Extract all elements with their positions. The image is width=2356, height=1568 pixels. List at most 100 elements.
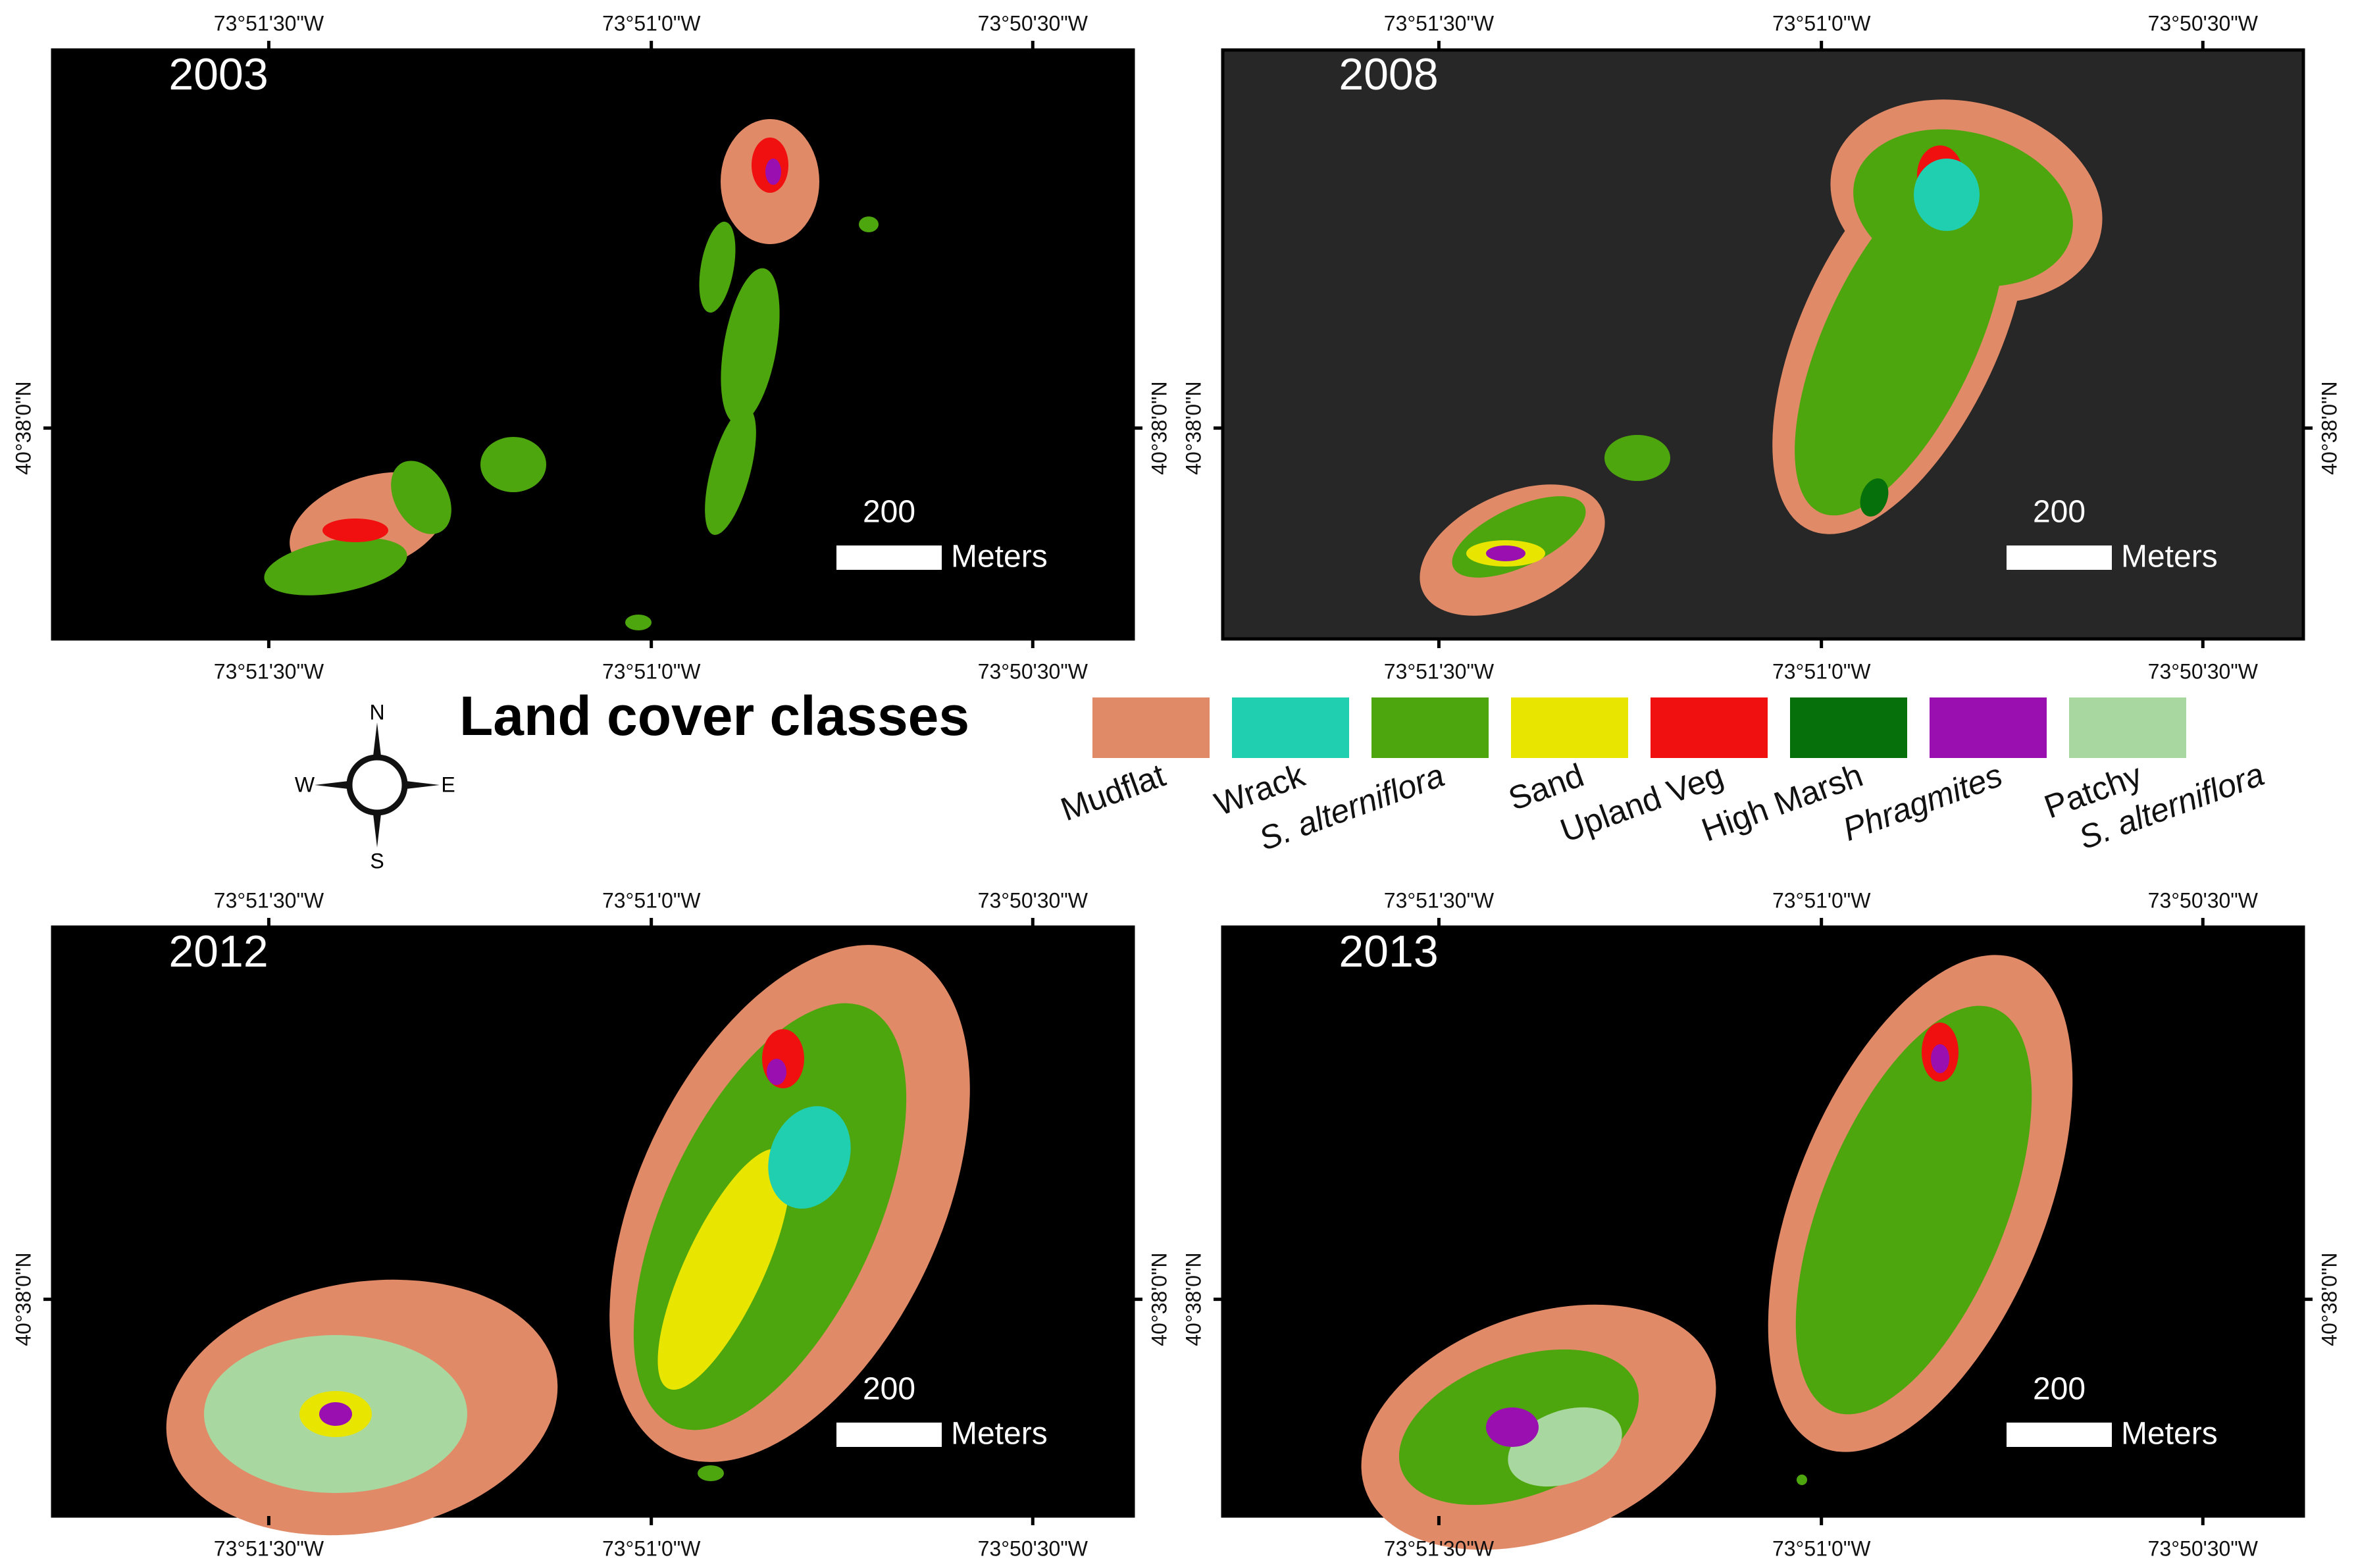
latitude-label: 40°38'0"N (2317, 1252, 2341, 1346)
scale-label: 200 (2033, 1372, 2086, 1407)
longitude-label: 73°51'0"W (602, 1536, 701, 1560)
land-cover-patch (1604, 435, 1670, 481)
legend-swatch (2069, 697, 2186, 758)
legend-label: Mudflat (1056, 757, 1170, 828)
land-cover-patch (1795, 1005, 2032, 1415)
legend-swatch (1511, 697, 1628, 758)
map-panel: 2003 200 Meters 73°51'30"W 73°51'30"W 73°51'0… (11, 11, 1171, 683)
scale-unit: Meters (951, 540, 1048, 574)
longitude-label: 73°51'30"W (214, 1536, 324, 1560)
longitude-label: 73°51'30"W (214, 888, 324, 912)
scale-label: 200 (2033, 495, 2086, 530)
longitude-label: 73°51'0"W (1772, 1536, 1871, 1560)
year-label: 2003 (168, 49, 268, 99)
map-panel: 2013 200 Meters 73°51'30"W 73°51'30"W 73°51'0… (1181, 888, 2341, 1560)
compass-s: S (370, 849, 384, 873)
longitude-label: 73°50'30"W (978, 11, 1088, 35)
legend-label: Phragmites (1838, 757, 2007, 848)
longitude-label: 73°50'30"W (2148, 1536, 2259, 1560)
legend-swatch (1371, 697, 1489, 758)
land-cover-patch (1797, 1475, 1807, 1485)
land-cover-patch (699, 221, 736, 313)
land-cover-patch (657, 1148, 790, 1390)
legend-swatch (1930, 697, 2047, 758)
longitude-label: 73°50'30"W (2148, 888, 2259, 912)
compass-w: W (295, 772, 315, 796)
legend-label-line: Mudflat (1056, 757, 1170, 828)
longitude-label: 73°51'30"W (1384, 11, 1495, 35)
map-panel: 2012 200 Meters 73°51'30"W 73°51'30"W 73°51'0… (11, 888, 1171, 1560)
land-cover-patch (319, 1402, 352, 1426)
legend-label-line: Phragmites (1838, 757, 2007, 848)
longitude-label: 73°51'0"W (602, 888, 701, 912)
year-label: 2012 (168, 926, 268, 976)
longitude-label: 73°50'30"W (978, 1536, 1088, 1560)
scale-unit: Meters (951, 1417, 1048, 1452)
map-panel: 2008 200 Meters 73°51'30"W 73°51'30"W 73°51'0… (1181, 11, 2341, 683)
latitude-label: 40°38'0"N (1181, 381, 1205, 474)
latitude-label: 40°38'0"N (11, 381, 35, 474)
latitude-label: 40°38'0"N (1147, 381, 1171, 474)
longitude-label: 73°51'30"W (1384, 888, 1495, 912)
land-cover-patch (859, 216, 879, 232)
land-cover-patch (264, 538, 407, 595)
legend-swatch (1790, 697, 1907, 758)
scale-label: 200 (863, 495, 915, 530)
longitude-label: 73°51'30"W (214, 659, 324, 683)
land-cover-patch (698, 1465, 724, 1481)
land-cover-patch (391, 461, 451, 534)
legend-label-line: Upland Veg (1556, 757, 1728, 849)
legend-swatch (1232, 697, 1349, 758)
compass-ring (346, 754, 408, 816)
scale-unit: Meters (2121, 540, 2218, 574)
longitude-label: 73°51'0"W (1772, 659, 1871, 683)
land-cover-patch (705, 407, 756, 535)
longitude-label: 73°51'30"W (1384, 1536, 1495, 1560)
land-cover-patch (768, 1106, 851, 1209)
compass: N S E W (295, 700, 455, 873)
longitude-label: 73°51'0"W (602, 11, 701, 35)
longitude-label: 73°51'0"W (1772, 888, 1871, 912)
compass-e: E (441, 772, 455, 796)
land-cover-patch (1486, 1407, 1539, 1447)
scale-unit: Meters (2121, 1417, 2218, 1452)
scale-bar (836, 545, 942, 570)
legend-label: High Marsh (1697, 757, 1867, 849)
longitude-label: 73°50'30"W (2148, 11, 2259, 35)
land-cover-patch (1914, 159, 1980, 231)
scale-bar (2007, 545, 2112, 570)
legend-swatch (1092, 697, 1210, 758)
longitude-label: 73°50'30"W (978, 888, 1088, 912)
latitude-label: 40°38'0"N (11, 1252, 35, 1346)
compass-n: N (369, 700, 384, 724)
legend-label: Upland Veg (1556, 757, 1728, 849)
longitude-label: 73°51'0"W (1772, 11, 1871, 35)
longitude-label: 73°50'30"W (2148, 659, 2259, 683)
scale-label: 200 (863, 1372, 915, 1407)
land-cover-patch (625, 615, 652, 630)
longitude-label: 73°50'30"W (978, 659, 1088, 683)
latitude-label: 40°38'0"N (2317, 381, 2341, 474)
land-cover-patch (1860, 478, 1889, 517)
land-cover-patch (721, 268, 780, 424)
longitude-label: 73°51'0"W (602, 659, 701, 683)
legend-label-line: High Marsh (1697, 757, 1867, 849)
longitude-label: 73°51'30"W (1384, 659, 1495, 683)
land-cover-patch (765, 159, 781, 185)
legend-swatch (1651, 697, 1768, 758)
land-cover-patch (1931, 1044, 1949, 1073)
scale-bar (836, 1423, 942, 1447)
year-label: 2013 (1339, 926, 1438, 976)
land-cover-patch (767, 1059, 786, 1085)
legend-title: Land cover classes (459, 685, 969, 747)
latitude-label: 40°38'0"N (1181, 1252, 1205, 1346)
map-background (1221, 48, 2305, 641)
land-cover-patch (480, 437, 546, 492)
map-background (51, 48, 1135, 641)
latitude-label: 40°38'0"N (1147, 1252, 1171, 1346)
land-cover-patch (1486, 545, 1525, 561)
scale-bar (2007, 1423, 2112, 1447)
land-cover-patch (322, 518, 388, 542)
